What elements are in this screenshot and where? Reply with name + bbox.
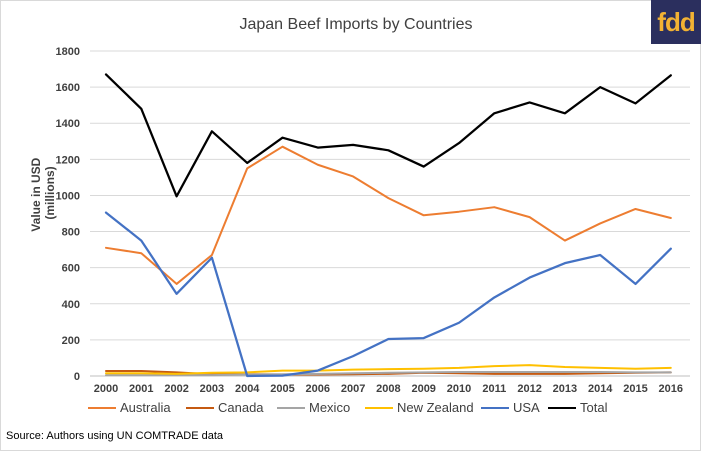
source-note: Source: Authors using UN COMTRADE data xyxy=(6,430,224,442)
gridlines xyxy=(90,50,690,377)
x-tick-label: 2005 xyxy=(270,383,294,395)
y-tick-label: 0 xyxy=(74,371,80,383)
legend: Australia Canada Mexico New Zealand USA Total xyxy=(88,400,608,415)
series-line-australia xyxy=(105,145,672,285)
legend-label-usa: USA xyxy=(513,400,540,415)
x-tick-label: 2012 xyxy=(517,383,541,395)
x-tick-label: 2001 xyxy=(129,383,153,395)
y-tick-label: 600 xyxy=(62,263,80,275)
legend-label-australia: Australia xyxy=(120,400,171,415)
x-tick-label: 2014 xyxy=(588,383,613,395)
x-tick-label: 2010 xyxy=(447,383,471,395)
x-tick-label: 2009 xyxy=(411,383,435,395)
x-tick-label: 2016 xyxy=(659,383,683,395)
y-tick-label: 1200 xyxy=(56,154,80,166)
x-tick-label: 2000 xyxy=(94,383,118,395)
x-tick-label: 2002 xyxy=(164,383,188,395)
x-tick-label: 2008 xyxy=(376,383,400,395)
x-tick-label: 2013 xyxy=(553,383,577,395)
y-tick-label: 1400 xyxy=(56,118,80,130)
y-tick-label: 200 xyxy=(62,335,80,347)
series-lines xyxy=(104,73,672,378)
x-tick-label: 2011 xyxy=(482,383,506,395)
legend-label-mexico: Mexico xyxy=(309,400,350,415)
fdd-logo: fdd xyxy=(651,0,701,44)
x-tick-labels: 2000 2001 2002 2003 2004 2005 2006 2007 2008 2009… xyxy=(94,383,683,395)
x-tick-label: 2003 xyxy=(200,383,224,395)
legend-label-total: Total xyxy=(580,400,608,415)
x-tick-label: 2007 xyxy=(341,383,365,395)
x-tick-label: 2015 xyxy=(623,383,647,395)
series-line-total xyxy=(104,73,672,198)
y-tick-labels: 0 200 400 600 800 1000 1200 1400 1600 1800 xyxy=(56,46,80,383)
series-line-new-zealand xyxy=(105,364,672,375)
x-tick-label: 2006 xyxy=(306,383,330,395)
y-tick-label: 800 xyxy=(62,227,80,239)
y-tick-label: 1800 xyxy=(56,46,80,58)
legend-label-new-zealand: New Zealand xyxy=(397,400,474,415)
x-tick-label: 2004 xyxy=(235,383,260,395)
chart-title: Japan Beef Imports by Countries xyxy=(239,16,472,33)
series-line-mexico xyxy=(105,371,672,377)
y-tick-label: 400 xyxy=(62,299,80,311)
legend-label-canada: Canada xyxy=(218,400,264,415)
series-line-usa xyxy=(104,211,672,378)
y-tick-label: 1600 xyxy=(56,82,80,94)
y-axis-label: Value in USD (millions) xyxy=(29,154,57,231)
y-tick-label: 1000 xyxy=(56,190,80,202)
